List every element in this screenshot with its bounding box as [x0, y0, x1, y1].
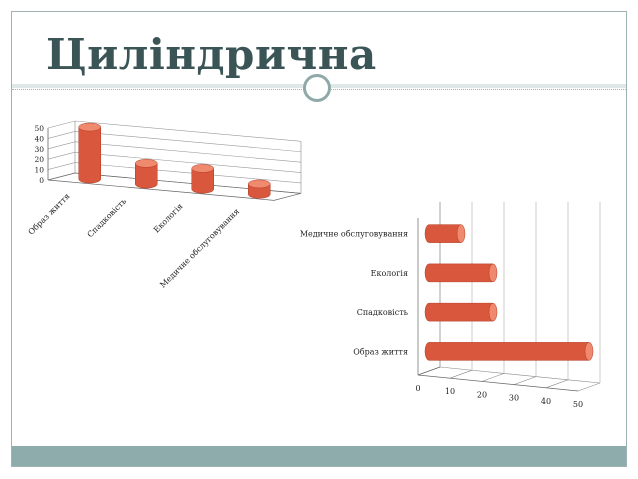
category-label: Екологія: [152, 202, 185, 235]
footer-bar: [12, 446, 626, 466]
hbar-2: [424, 302, 498, 322]
bar-1: [78, 122, 101, 184]
value-axis: [417, 374, 579, 392]
y-tick-label: 30: [34, 145, 44, 154]
category-label: Образ життя: [353, 347, 408, 356]
hbar-3: [424, 263, 498, 283]
y-tick-label: 0: [39, 176, 44, 185]
gridline-floor: [545, 379, 569, 389]
gridline-back: [74, 141, 302, 163]
gridline-side: [47, 131, 76, 139]
y-tick-label: 20: [34, 155, 44, 164]
category-label: Образ життя: [27, 192, 72, 237]
category-label: Медичне обслуговування: [300, 230, 408, 239]
gridline-back: [74, 151, 302, 173]
y-tick-label: 10: [34, 166, 44, 175]
gridline-side: [47, 162, 76, 170]
x-tick-label: 20: [477, 390, 487, 399]
gridline-floor: [481, 373, 505, 382]
gridline-back: [74, 162, 302, 184]
gridline-side: [47, 120, 76, 129]
hbar-4: [424, 224, 466, 243]
x-tick-label: 0: [415, 384, 420, 393]
category-label: Спадковість: [357, 308, 409, 317]
gridline-floor: [513, 376, 537, 385]
y-tick-label: 50: [34, 124, 44, 133]
horizontal-cylinder-chart: 0 10 20 30 40 50 Образ життя Спадковість Екологі…: [300, 202, 601, 409]
hbar-1: [424, 342, 594, 361]
back-floor-line: [439, 366, 601, 384]
gridline-floor: [577, 382, 601, 392]
x-tick-label: 40: [541, 397, 551, 406]
gridline-floor: [449, 369, 473, 379]
x-tick-label: 50: [573, 400, 583, 409]
category-label: Спадковість: [86, 196, 129, 239]
x-tick-label: 30: [509, 394, 519, 403]
x-tick-label: 10: [445, 387, 455, 396]
bar-4: [248, 179, 271, 199]
y-tick-label: 40: [34, 134, 44, 143]
gridline-side: [47, 151, 76, 160]
slide-title: Циліндрична: [46, 30, 377, 79]
category-label: Екологія: [371, 269, 408, 278]
gridline-back: [74, 120, 302, 142]
gridline-side: [47, 141, 76, 150]
gridline-back: [74, 131, 302, 153]
bar-3: [191, 164, 214, 194]
chart-floor: [47, 172, 302, 201]
decorative-circle: [303, 74, 331, 102]
floor-edge: [417, 366, 441, 376]
bar-2: [135, 159, 158, 189]
